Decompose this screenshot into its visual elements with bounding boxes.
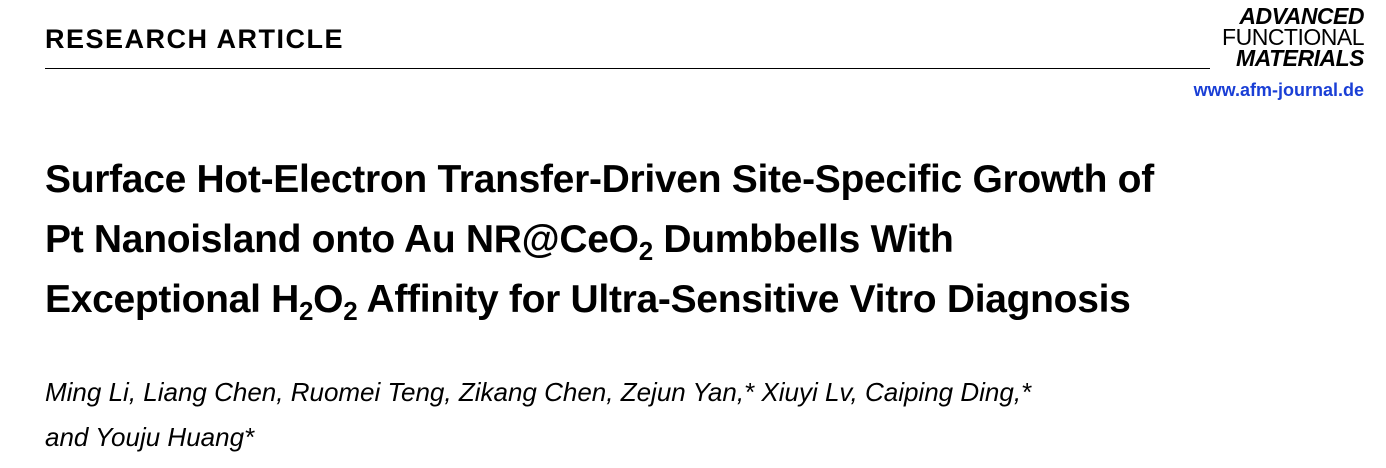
article-title: Surface Hot-Electron Transfer-Driven Sit…	[45, 150, 1154, 330]
header-rule	[45, 68, 1210, 69]
title-line-3: Exceptional H2O2 Affinity for Ultra-Sens…	[45, 270, 1154, 330]
subscript: 2	[299, 296, 314, 326]
subscript: 2	[343, 296, 358, 326]
title-text: Pt Nanoisland onto Au NR@CeO	[45, 218, 639, 261]
author-list: Ming Li, Liang Chen, Ruomei Teng, Zikang…	[45, 370, 1031, 460]
title-text: Exceptional H	[45, 278, 299, 321]
title-line-2: Pt Nanoisland onto Au NR@CeO2 Dumbbells …	[45, 210, 1154, 270]
authors-line-1: Ming Li, Liang Chen, Ruomei Teng, Zikang…	[45, 377, 1032, 407]
logo-line-1: ADVANCED	[1239, 3, 1364, 29]
journal-url-link[interactable]: www.afm-journal.de	[1193, 80, 1364, 100]
subscript: 2	[638, 236, 653, 266]
journal-logo: ADVANCED FUNCTIONAL MATERIALS	[1222, 3, 1364, 71]
title-text: O	[313, 278, 344, 321]
title-text: Surface Hot-Electron Transfer-Driven Sit…	[45, 158, 1154, 201]
title-line-1: Surface Hot-Electron Transfer-Driven Sit…	[45, 150, 1154, 210]
title-text: Dumbbells With	[652, 218, 954, 261]
authors-line-2: and Youju Huang*	[45, 422, 255, 452]
logo-line-3: MATERIALS	[1236, 45, 1364, 71]
logo-line-2: FUNCTIONAL	[1222, 24, 1364, 50]
title-text: Affinity for Ultra-Sensitive Vitro Diagn…	[357, 278, 1131, 321]
section-label: RESEARCH ARTICLE	[45, 24, 345, 54]
